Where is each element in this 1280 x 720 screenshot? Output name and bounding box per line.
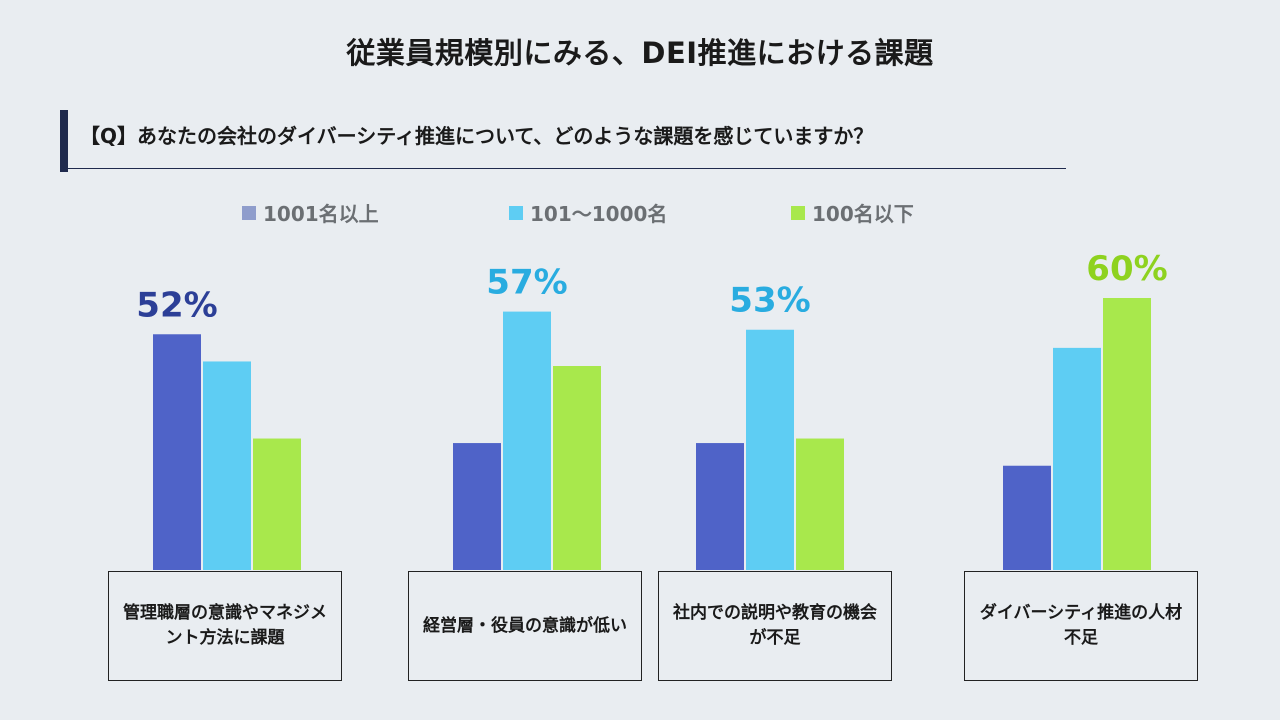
legend-item-1001-plus: 1001名以上 [242, 198, 379, 227]
chart-title: 従業員規模別にみる、DEI推進における課題 [346, 36, 934, 70]
question-underline [68, 168, 1066, 169]
category-label-management: 管理職層の意識やマネジメント方法に課題 [108, 571, 342, 681]
bar-education-1001-plus [696, 443, 744, 570]
bar-management-101-1000 [203, 361, 251, 570]
legend-label-101-1000: 101〜1000名 [530, 202, 668, 226]
data-label-executives: 57% [486, 263, 567, 303]
legend-swatch-100-under [791, 205, 805, 220]
bar-management-100-under [253, 438, 301, 570]
legend-label-1001-plus: 1001名以上 [263, 202, 379, 226]
data-label-personnel: 60% [1086, 249, 1167, 289]
bar-executives-100-under [553, 366, 601, 570]
bar-executives-1001-plus [453, 443, 501, 570]
bar-personnel-1001-plus [1003, 465, 1051, 570]
category-label-executives: 経営層・役員の意識が低い [408, 571, 642, 681]
legend-item-100-under: 100名以下 [791, 198, 914, 227]
question-accent-bar [60, 110, 68, 172]
data-label-education: 53% [729, 281, 810, 321]
question-text: 【Q】あなたの会社のダイバーシティ推進について、どのような課題を感じていますか？ [80, 124, 874, 148]
bar-executives-101-1000 [503, 311, 551, 570]
bar-education-101-1000 [746, 329, 794, 570]
category-label-education: 社内での説明や教育の機会が不足 [658, 571, 892, 681]
bar-personnel-101-1000 [1053, 347, 1101, 570]
data-label-management: 52% [136, 285, 217, 325]
legend: 1001名以上 101〜1000名 100名以下 [0, 198, 1280, 228]
legend-label-100-under: 100名以下 [812, 202, 914, 226]
legend-swatch-101-1000 [509, 205, 523, 220]
bar-personnel-100-under [1103, 298, 1151, 570]
bar-education-100-under [796, 438, 844, 570]
legend-item-101-1000: 101〜1000名 [509, 198, 667, 227]
category-label-personnel: ダイバーシティ推進の人材不足 [964, 571, 1198, 681]
bar-management-1001-plus [153, 334, 201, 570]
legend-swatch-1001-plus [242, 205, 256, 220]
